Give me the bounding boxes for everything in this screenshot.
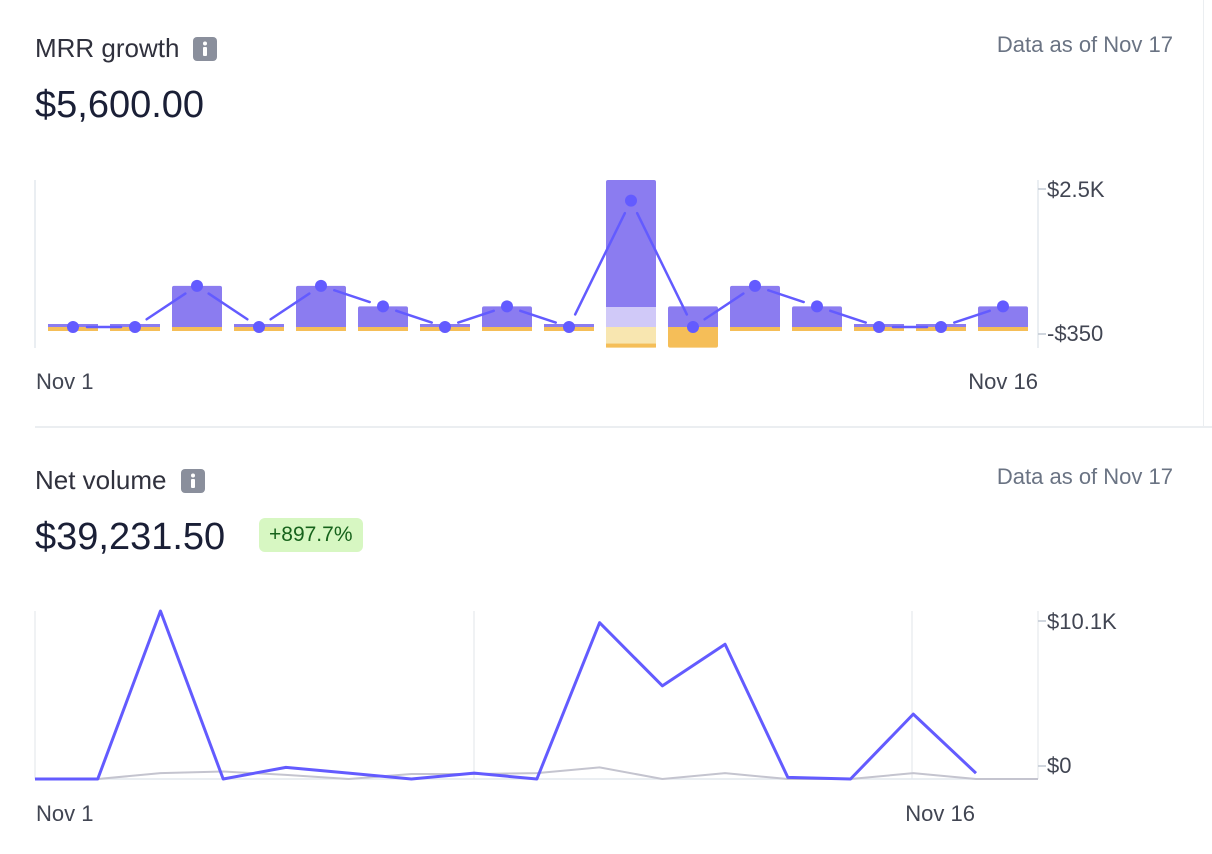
- net-volume-data-as-of: Data as of Nov 17: [996, 464, 1173, 489]
- net-volume-title-row: Net volume: [35, 465, 205, 496]
- bar-churn-base: [792, 327, 842, 331]
- net-growth-line-segment: [703, 292, 745, 321]
- net-growth-point: [749, 279, 761, 292]
- mrr-chart[interactable]: $2.5K -$350 Nov 1 Nov 16: [0, 0, 1212, 426]
- net-growth-line-segment: [333, 289, 371, 304]
- net-volume-title: Net volume: [35, 465, 167, 495]
- bar-new-mrr: [668, 306, 718, 327]
- bar-churn-base: [358, 327, 408, 331]
- bar-new-mrr-overlap: [606, 307, 656, 327]
- net-growth-point: [811, 300, 823, 313]
- bar-churn-base: [172, 327, 222, 331]
- change-badge: +897.7%: [259, 518, 363, 552]
- mrr-data-as-of: Data as of Nov 17: [996, 32, 1173, 57]
- mrr-title-row: MRR growth: [35, 33, 218, 64]
- bar-new-mrr: [296, 285, 346, 327]
- bar-churn-base: [730, 327, 780, 331]
- previous-period-line: [35, 766, 1038, 781]
- net-growth-point: [935, 321, 947, 333]
- net-growth-line-segment: [829, 309, 867, 324]
- net-volume-chart[interactable]: $10.1K $0 Nov 1 Nov 16: [0, 428, 1212, 854]
- x-tick-label: Nov 1: [36, 369, 93, 394]
- net-growth-point: [439, 321, 451, 333]
- net-growth-line-segment: [395, 309, 433, 324]
- net-growth-point: [625, 194, 637, 207]
- bar-new-mrr: [606, 180, 656, 327]
- net-growth-point: [67, 321, 79, 333]
- mrr-title: MRR growth: [35, 33, 180, 63]
- net-growth-line-segment: [573, 211, 627, 316]
- net-growth-line-segment: [457, 309, 495, 324]
- x-tick-label: Nov 1: [36, 801, 93, 826]
- bar-churn-base: [296, 327, 346, 331]
- bar-churn-base: [482, 327, 532, 331]
- net-growth-line-segment: [145, 292, 187, 321]
- net-growth-point: [501, 300, 513, 313]
- net-growth-point: [997, 300, 1009, 313]
- net-growth-point: [873, 321, 885, 333]
- net-growth-point: [687, 321, 699, 333]
- bar-churn-base: [978, 327, 1028, 331]
- mrr-growth-section: MRR growth Data as of Nov 17 $5,600.00 $…: [0, 0, 1212, 426]
- net-growth-point: [377, 300, 389, 313]
- net-growth-line-segment: [519, 309, 557, 324]
- net-volume-line: [35, 609, 978, 781]
- y-tick-label: $2.5K: [1047, 177, 1105, 202]
- net-growth-line-segment: [953, 309, 991, 324]
- net-volume-value: $39,231.50: [35, 516, 226, 558]
- bar-churned-mrr: [606, 327, 656, 348]
- bar-churned-mrr: [668, 327, 718, 348]
- x-tick-label: Nov 16: [968, 369, 1038, 394]
- net-volume-section: Net volume Data as of Nov 17 $39,231.50 …: [0, 428, 1212, 854]
- net-growth-line-segment: [207, 292, 249, 321]
- right-divider: [1203, 0, 1204, 426]
- x-tick-label: Nov 16: [905, 801, 975, 826]
- bar-new-mrr: [172, 285, 222, 327]
- section-divider: [35, 426, 1212, 428]
- net-growth-point: [191, 279, 203, 292]
- info-icon[interactable]: [193, 36, 218, 61]
- net-growth-line-segment: [767, 289, 805, 304]
- net-growth-line-segment: [269, 292, 311, 321]
- y-tick-label: $10.1K: [1047, 609, 1117, 634]
- net-growth-point: [253, 321, 265, 333]
- bar-churned-mrr-edge: [606, 343, 656, 348]
- net-growth-point: [563, 321, 575, 333]
- info-icon[interactable]: [180, 468, 205, 493]
- y-tick-label: -$350: [1047, 321, 1103, 346]
- net-growth-point: [315, 279, 327, 292]
- net-growth-point: [129, 321, 141, 333]
- bar-new-mrr: [730, 285, 780, 327]
- mrr-value: $5,600.00: [35, 84, 205, 126]
- y-tick-label: $0: [1047, 753, 1071, 778]
- net-growth-line-segment: [635, 211, 689, 316]
